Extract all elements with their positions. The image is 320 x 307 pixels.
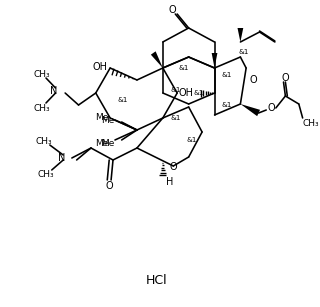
Text: O: O xyxy=(170,162,177,172)
Polygon shape xyxy=(237,28,243,42)
Text: &1: &1 xyxy=(238,49,248,55)
Text: &1: &1 xyxy=(170,87,180,93)
Polygon shape xyxy=(240,104,260,116)
Text: CH₃: CH₃ xyxy=(34,69,51,79)
Text: Me: Me xyxy=(101,115,115,125)
Text: CH₃: CH₃ xyxy=(36,137,52,146)
Text: CH₃: CH₃ xyxy=(303,119,319,127)
Text: CH₃: CH₃ xyxy=(38,169,54,178)
Text: OH: OH xyxy=(179,88,194,98)
Text: &1: &1 xyxy=(193,90,204,96)
Text: &1: &1 xyxy=(170,115,180,121)
Text: H: H xyxy=(166,177,173,187)
Text: &1: &1 xyxy=(117,97,128,103)
Text: CH₃: CH₃ xyxy=(34,103,51,112)
Text: O: O xyxy=(282,73,289,83)
Text: Me: Me xyxy=(101,138,115,147)
Text: O: O xyxy=(249,75,257,85)
Text: HCl: HCl xyxy=(145,274,167,286)
Text: OH: OH xyxy=(92,62,107,72)
Text: &1: &1 xyxy=(222,72,232,78)
Text: Me: Me xyxy=(95,138,108,147)
Text: N: N xyxy=(58,153,65,163)
Text: O: O xyxy=(267,103,275,113)
Polygon shape xyxy=(212,53,217,68)
Text: &1: &1 xyxy=(186,137,197,143)
Text: &1: &1 xyxy=(179,65,189,71)
Text: &1: &1 xyxy=(222,102,232,108)
Text: Me: Me xyxy=(95,112,108,122)
Text: O: O xyxy=(105,181,113,191)
Polygon shape xyxy=(151,51,163,68)
Text: N: N xyxy=(50,86,58,96)
Text: O: O xyxy=(169,5,176,15)
